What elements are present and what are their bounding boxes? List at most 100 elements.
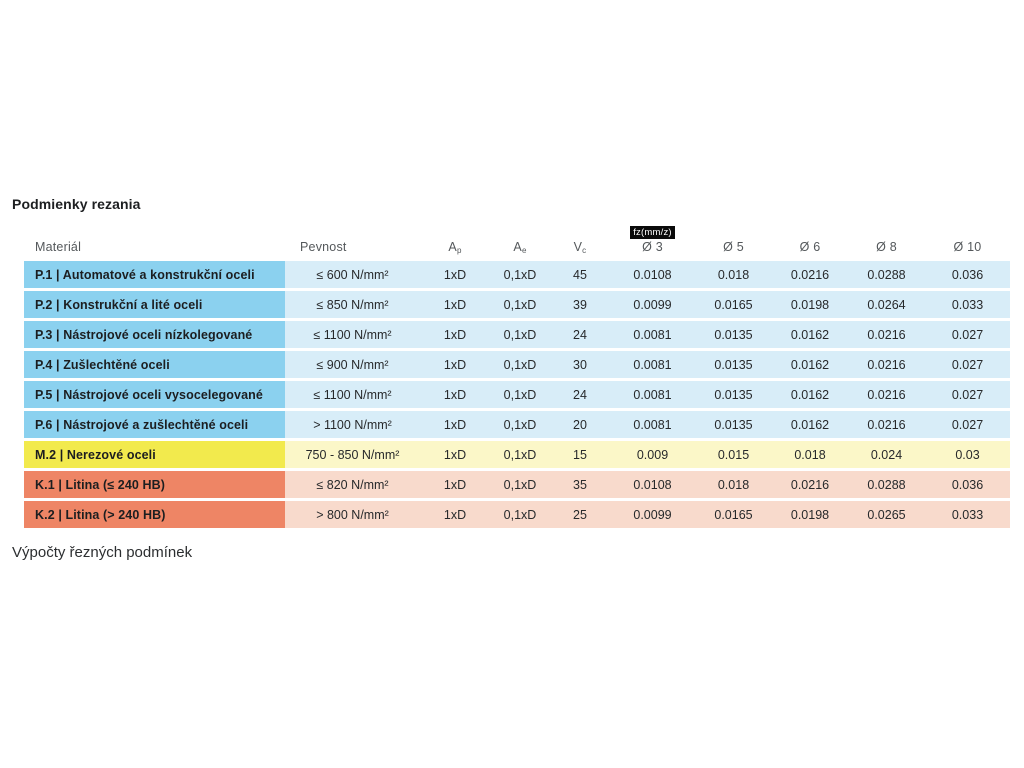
- value-cell-d5: 0.0135: [695, 351, 772, 378]
- value-cell-d6: 0.018: [772, 441, 848, 468]
- table-row: K.2 | Litina (> 240 HB) > 800 N/mm² 1xD 0,1…: [24, 501, 1010, 528]
- cutting-conditions-table: Materiál Pevnost Ap Ae Vc fz(mm/z) Ø 3 Ø 5 Ø 6 Ø …: [24, 222, 1010, 531]
- table-body: P.1 | Automatové a konstrukční oceli ≤ 60…: [24, 261, 1010, 528]
- value-cell-vc: 45: [550, 261, 610, 288]
- value-cell-vc: 20: [550, 411, 610, 438]
- value-cell-vc: 30: [550, 351, 610, 378]
- value-cell-d5: 0.0135: [695, 411, 772, 438]
- value-cell-vc: 24: [550, 321, 610, 348]
- column-header-label: Ø 6: [799, 240, 821, 254]
- value-cell-ae: 0,1xD: [490, 291, 550, 318]
- value-cell-ap: 1xD: [420, 351, 490, 378]
- value-cell-d10: 0.036: [925, 471, 1010, 498]
- value-cell-ap: 1xD: [420, 381, 490, 408]
- value-cell-ae: 0,1xD: [490, 381, 550, 408]
- value-cell-pevnost: ≤ 900 N/mm²: [285, 351, 420, 378]
- fz-unit-badge: fz(mm/z): [630, 226, 675, 239]
- material-cell: P.2 | Konstrukční a lité oceli: [24, 291, 285, 318]
- value-cell-vc: 24: [550, 381, 610, 408]
- value-cell-d8: 0.0288: [848, 261, 925, 288]
- value-cell-d6: 0.0198: [772, 501, 848, 528]
- column-header-label: Ø 5: [723, 240, 744, 254]
- value-cell-d10: 0.033: [925, 291, 1010, 318]
- material-cell: P.1 | Automatové a konstrukční oceli: [24, 261, 285, 288]
- value-cell-d6: 0.0162: [772, 381, 848, 408]
- value-cell-ae: 0,1xD: [490, 501, 550, 528]
- value-cell-ap: 1xD: [420, 441, 490, 468]
- value-cell-ae: 0,1xD: [490, 471, 550, 498]
- value-cell-d5: 0.015: [695, 441, 772, 468]
- material-cell: P.6 | Nástrojové a zušlechtěné oceli: [24, 411, 285, 438]
- column-header-material: Materiál: [24, 222, 285, 254]
- value-cell-ae: 0,1xD: [490, 261, 550, 288]
- value-cell-vc: 25: [550, 501, 610, 528]
- value-cell-ae: 0,1xD: [490, 351, 550, 378]
- value-cell-d5: 0.0135: [695, 381, 772, 408]
- value-cell-d3: 0.0099: [610, 501, 695, 528]
- value-cell-d8: 0.0216: [848, 321, 925, 348]
- column-header-label: Ø 3: [642, 240, 663, 254]
- value-cell-d8: 0.0216: [848, 351, 925, 378]
- value-cell-d6: 0.0162: [772, 351, 848, 378]
- value-cell-pevnost: ≤ 820 N/mm²: [285, 471, 420, 498]
- value-cell-d10: 0.027: [925, 381, 1010, 408]
- page-title: Podmienky rezania: [12, 196, 141, 212]
- column-header-label: Ø 10: [953, 240, 982, 254]
- value-cell-pevnost: 750 - 850 N/mm²: [285, 441, 420, 468]
- table-header-row: Materiál Pevnost Ap Ae Vc fz(mm/z) Ø 3 Ø 5 Ø 6 Ø …: [24, 222, 1010, 255]
- material-cell: P.5 | Nástrojové oceli vysocelegované: [24, 381, 285, 408]
- value-cell-d8: 0.0216: [848, 411, 925, 438]
- value-cell-d8: 0.0288: [848, 471, 925, 498]
- value-cell-d6: 0.0198: [772, 291, 848, 318]
- column-header-d5: Ø 5: [695, 222, 772, 254]
- column-header-label: Ø 8: [876, 240, 897, 254]
- table-row: P.2 | Konstrukční a lité oceli ≤ 850 N/mm…: [24, 291, 1010, 318]
- value-cell-d3: 0.0081: [610, 411, 695, 438]
- column-header-label: Pevnost: [300, 240, 347, 254]
- table-row: P.4 | Zušlechtěné oceli ≤ 900 N/mm² 1xD 0,1…: [24, 351, 1010, 378]
- value-cell-ap: 1xD: [420, 411, 490, 438]
- material-cell: M.2 | Nerezové oceli: [24, 441, 285, 468]
- material-cell: K.1 | Litina (≤ 240 HB): [24, 471, 285, 498]
- value-cell-d3: 0.0081: [610, 351, 695, 378]
- value-cell-d5: 0.0165: [695, 291, 772, 318]
- table-row: P.5 | Nástrojové oceli vysocelegované ≤ 1…: [24, 381, 1010, 408]
- column-header-label: Ae: [513, 240, 527, 255]
- value-cell-pevnost: ≤ 600 N/mm²: [285, 261, 420, 288]
- value-cell-pevnost: ≤ 1100 N/mm²: [285, 321, 420, 348]
- value-cell-d10: 0.027: [925, 351, 1010, 378]
- value-cell-d8: 0.0265: [848, 501, 925, 528]
- value-cell-ap: 1xD: [420, 261, 490, 288]
- value-cell-d3: 0.0081: [610, 321, 695, 348]
- calculations-caption: Výpočty řezných podmínek: [12, 544, 193, 561]
- table-row: P.6 | Nástrojové a zušlechtěné oceli > 11…: [24, 411, 1010, 438]
- column-header-vc: Vc: [550, 222, 610, 255]
- value-cell-vc: 39: [550, 291, 610, 318]
- value-cell-d8: 0.0216: [848, 381, 925, 408]
- column-header-d10: Ø 10: [925, 222, 1010, 254]
- value-cell-d5: 0.0165: [695, 501, 772, 528]
- value-cell-vc: 35: [550, 471, 610, 498]
- value-cell-d3: 0.009: [610, 441, 695, 468]
- value-cell-pevnost: ≤ 850 N/mm²: [285, 291, 420, 318]
- column-header-ae: Ae: [490, 222, 550, 255]
- value-cell-d10: 0.03: [925, 441, 1010, 468]
- material-cell: P.3 | Nástrojové oceli nízkolegované: [24, 321, 285, 348]
- column-header-d6: Ø 6: [772, 222, 848, 254]
- value-cell-d8: 0.0264: [848, 291, 925, 318]
- column-header-label: Ap: [448, 240, 462, 255]
- value-cell-d3: 0.0099: [610, 291, 695, 318]
- value-cell-ae: 0,1xD: [490, 441, 550, 468]
- material-cell: K.2 | Litina (> 240 HB): [24, 501, 285, 528]
- value-cell-d10: 0.027: [925, 321, 1010, 348]
- value-cell-d10: 0.036: [925, 261, 1010, 288]
- value-cell-d10: 0.033: [925, 501, 1010, 528]
- column-header-ap: Ap: [420, 222, 490, 255]
- value-cell-d5: 0.018: [695, 261, 772, 288]
- value-cell-d5: 0.0135: [695, 321, 772, 348]
- value-cell-d6: 0.0162: [772, 411, 848, 438]
- value-cell-ap: 1xD: [420, 501, 490, 528]
- value-cell-pevnost: > 800 N/mm²: [285, 501, 420, 528]
- value-cell-ae: 0,1xD: [490, 321, 550, 348]
- column-header-pevnost: Pevnost: [285, 222, 420, 254]
